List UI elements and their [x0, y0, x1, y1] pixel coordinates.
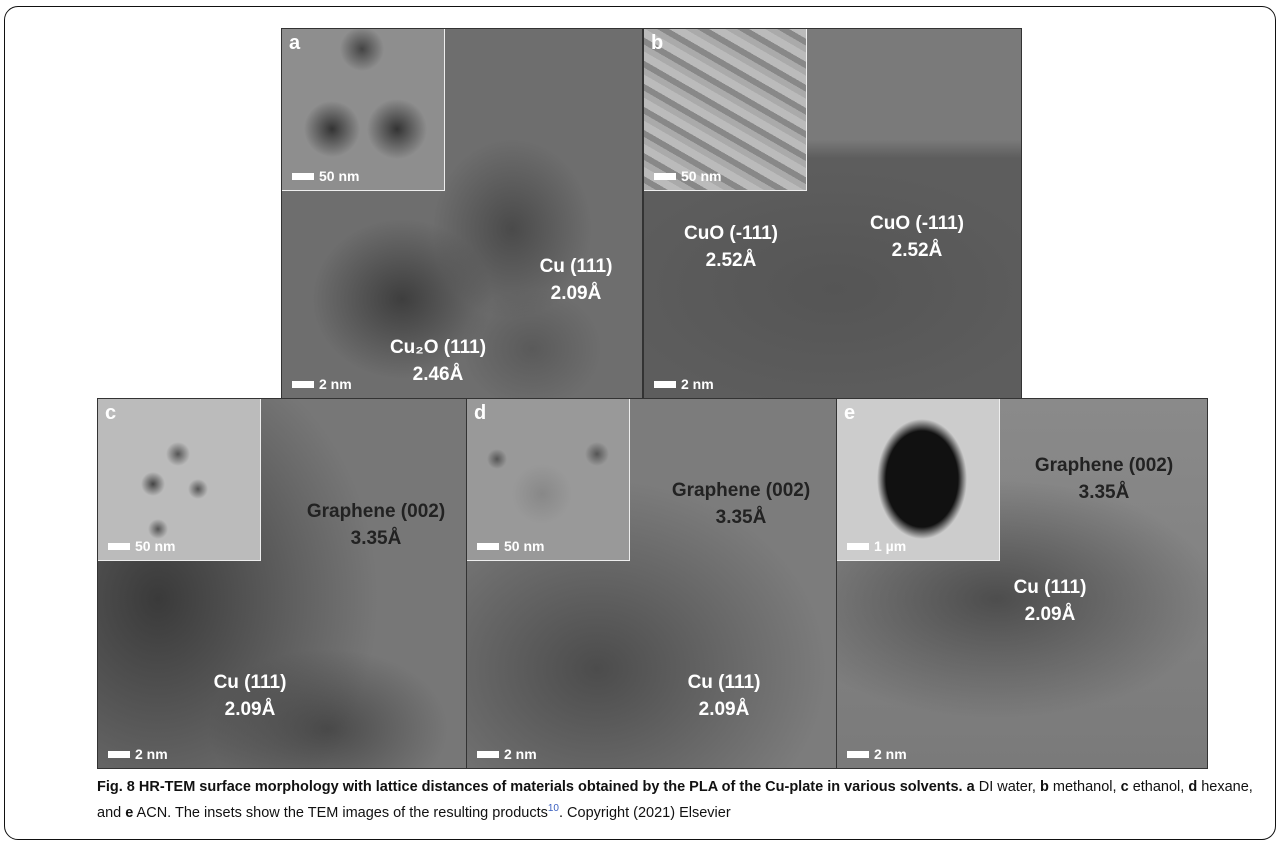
lattice-annotation: Cu (111)2.09Å [214, 669, 287, 723]
lattice-plane: Cu (111) [688, 669, 761, 696]
lattice-distance: 3.35Å [307, 525, 445, 552]
scale-bar: 2 nm [108, 746, 168, 762]
lattice-distance: 3.35Å [1035, 479, 1173, 506]
lattice-annotation: Cu (111)2.09Å [540, 253, 613, 307]
lattice-distance: 2.09Å [1014, 601, 1087, 628]
caption-title: Fig. 8 HR-TEM surface morphology with la… [97, 779, 963, 795]
lattice-plane: Graphene (002) [672, 477, 810, 504]
inset-image: a 50 nm [282, 29, 445, 191]
lattice-plane: Cu (111) [1014, 574, 1087, 601]
scale-bar: 2 nm [292, 376, 352, 392]
caption-solvent: ethanol, [1133, 779, 1185, 795]
lattice-annotation: Graphene (002)3.35Å [672, 477, 810, 531]
inset-scale-bar: 50 nm [292, 168, 359, 184]
inset-scale-bar: 1 µm [847, 538, 906, 554]
lattice-annotation: Cu (111)2.09Å [1014, 574, 1087, 628]
inset-scale-bar: 50 nm [477, 538, 544, 554]
lattice-plane: Cu₂O (111) [390, 334, 486, 361]
panel-letter: e [844, 402, 855, 425]
caption-copyright: . Copyright (2021) Elsevier [559, 805, 731, 821]
lattice-distance: 2.09Å [688, 696, 761, 723]
lattice-annotation: Cu₂O (111)2.46Å [390, 334, 486, 388]
lattice-plane: Cu (111) [214, 669, 287, 696]
lattice-plane: Cu (111) [540, 253, 613, 280]
caption-solvent: methanol, [1053, 779, 1117, 795]
lattice-plane: CuO (-111) [684, 220, 778, 247]
inset-scale-bar: 50 nm [108, 538, 175, 554]
lattice-distance: 3.35Å [672, 504, 810, 531]
lattice-annotation: CuO (-111)2.52Å [870, 210, 964, 264]
lattice-distance: 2.09Å [214, 696, 287, 723]
caption-letter: c [1121, 779, 1129, 795]
lattice-annotation: Graphene (002)3.35Å [1035, 452, 1173, 506]
panel-letter: b [651, 32, 663, 55]
lattice-annotation: Graphene (002)3.35Å [307, 498, 445, 552]
caption-letter: d [1188, 779, 1197, 795]
inset-image: e 1 µm [837, 399, 1000, 561]
caption: Fig. 8 HR-TEM surface morphology with la… [97, 776, 1272, 824]
caption-ref: 10 [548, 803, 559, 814]
lattice-plane: CuO (-111) [870, 210, 964, 237]
panel-letter: c [105, 402, 116, 425]
tem-panel: d 50 nm 2 nm Graphene (002)3.35Å Cu (111)2.0… [466, 398, 837, 769]
caption-letter: a [967, 779, 975, 795]
tem-panel: e 1 µm 2 nm Graphene (002)3.35Å Cu (111)2.09… [836, 398, 1208, 769]
scale-bar: 2 nm [477, 746, 537, 762]
scale-bar: 2 nm [654, 376, 714, 392]
caption-solvent: DI water, [979, 779, 1036, 795]
lattice-distance: 2.46Å [390, 361, 486, 388]
tem-panel: a 50 nm 2 nm Cu₂O (111)2.46Å Cu (111)2.09Å [281, 28, 643, 399]
caption-letter: e [125, 805, 133, 821]
inset-image: d 50 nm [467, 399, 630, 561]
lattice-annotation: CuO (-111)2.52Å [684, 220, 778, 274]
lattice-distance: 2.52Å [870, 237, 964, 264]
lattice-annotation: Cu (111)2.09Å [688, 669, 761, 723]
panel-letter: a [289, 32, 300, 55]
panel-letter: d [474, 402, 486, 425]
caption-letter: b [1040, 779, 1049, 795]
scale-bar: 2 nm [847, 746, 907, 762]
tem-panel: c 50 nm 2 nm Graphene (002)3.35Å Cu (111)2.0… [97, 398, 467, 769]
lattice-distance: 2.52Å [684, 247, 778, 274]
lattice-distance: 2.09Å [540, 280, 613, 307]
inset-image: c 50 nm [98, 399, 261, 561]
inset-image: b 50 nm [644, 29, 807, 191]
page: a50 nm2 nmCu₂O (111)2.46ÅCu (111)2.09Åb5… [0, 0, 1282, 847]
caption-note: The insets show the TEM images of the re… [175, 805, 548, 821]
inset-scale-bar: 50 nm [654, 168, 721, 184]
lattice-plane: Graphene (002) [1035, 452, 1173, 479]
caption-solvent: ACN. [137, 805, 172, 821]
lattice-plane: Graphene (002) [307, 498, 445, 525]
